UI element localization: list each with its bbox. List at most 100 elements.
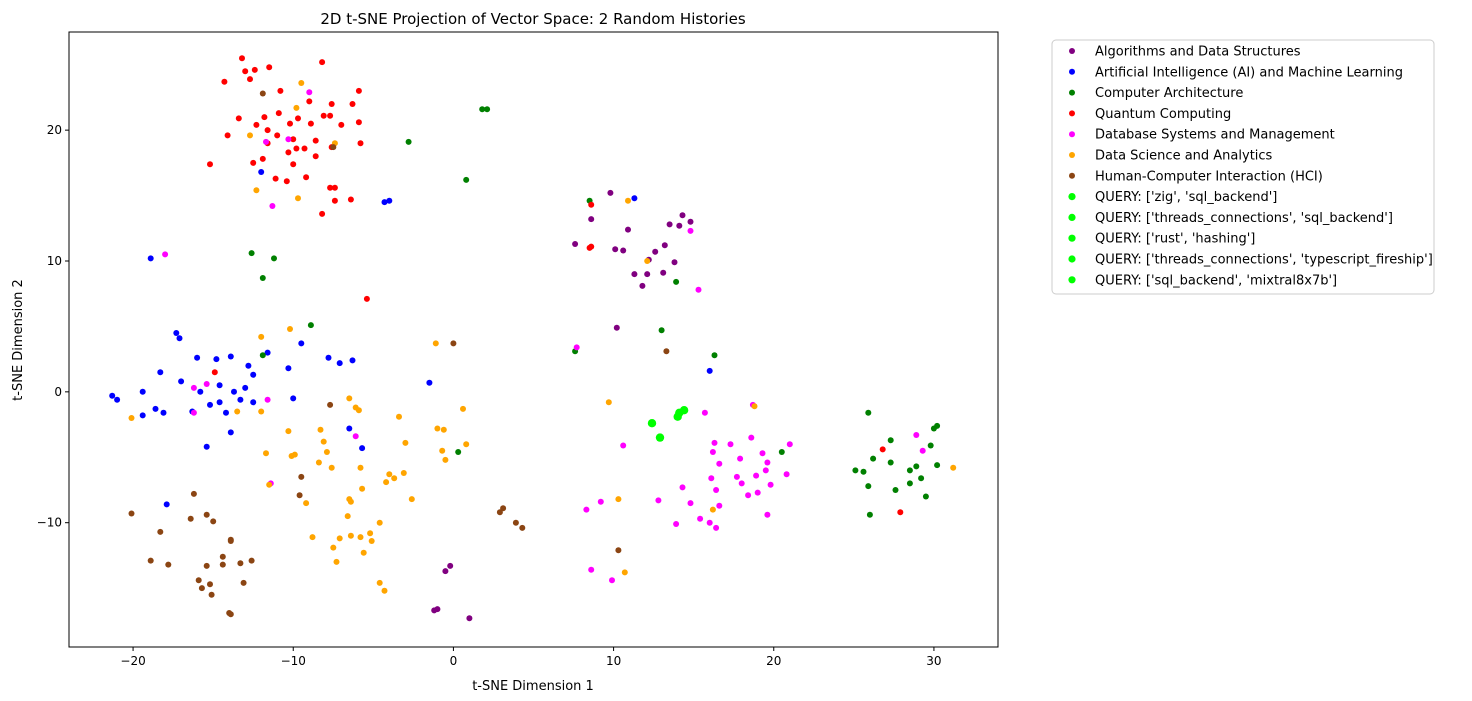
data-point-s0-6 <box>631 271 638 278</box>
data-point-s3-53 <box>897 509 904 516</box>
data-point-s11-0 <box>679 406 689 415</box>
data-point-s2-0 <box>479 106 486 113</box>
data-point-s3-52 <box>879 446 886 453</box>
x-tick-label: 10 <box>606 654 621 668</box>
legend-items: Algorithms and Data Structures Artificial… <box>1068 45 1433 288</box>
data-point-s3-22 <box>224 132 231 139</box>
data-point-s5-8 <box>258 333 265 340</box>
data-point-s3-40 <box>303 174 310 181</box>
x-tick-label: 20 <box>766 654 781 668</box>
legend-label: QUERY: ['threads_connections', 'sql_back… <box>1095 211 1393 226</box>
data-point-s0-20 <box>447 562 454 569</box>
data-point-s4-24 <box>713 487 720 493</box>
data-point-s0-10 <box>652 248 659 255</box>
data-point-s1-32 <box>207 401 213 408</box>
series-2 <box>248 106 941 518</box>
data-point-s6-18 <box>208 591 215 598</box>
data-point-s3-49 <box>586 244 593 251</box>
data-point-s6-11 <box>157 528 164 535</box>
data-point-s3-13 <box>235 115 242 122</box>
data-point-s1-36 <box>160 409 167 416</box>
data-point-s5-12 <box>234 408 241 415</box>
data-point-s0-14 <box>671 259 678 266</box>
legend-entry: Algorithms and Data Structures <box>1069 45 1301 60</box>
data-point-s3-28 <box>312 137 319 144</box>
data-point-s4-30 <box>733 473 740 480</box>
data-point-s4-23 <box>709 449 716 455</box>
data-point-s4-44 <box>786 441 793 448</box>
data-point-s4-10 <box>352 433 359 440</box>
data-point-s5-15 <box>266 481 273 488</box>
data-point-s3-3 <box>266 64 273 71</box>
data-point-s2-25 <box>906 480 913 487</box>
data-point-s0-11 <box>660 269 667 276</box>
data-point-s3-27 <box>301 145 308 152</box>
legend-entry: Artificial Intelligence (AI) and Machine… <box>1069 65 1403 80</box>
data-point-s1-25 <box>231 388 237 395</box>
data-point-s5-21 <box>323 449 330 455</box>
data-point-s1-21 <box>157 369 164 376</box>
data-point-s5-47 <box>357 534 364 541</box>
legend-label: Database Systems and Management <box>1095 128 1335 143</box>
data-point-s5-13 <box>258 408 265 415</box>
data-point-s1-26 <box>242 384 249 391</box>
x-tick-label: 30 <box>926 654 941 668</box>
data-point-s2-15 <box>778 449 785 455</box>
data-point-s2-29 <box>922 493 929 500</box>
series-6 <box>128 90 670 618</box>
data-point-s3-45 <box>319 210 326 217</box>
data-point-s1-4 <box>631 195 638 202</box>
series-4 <box>162 89 926 584</box>
data-point-s1-39 <box>114 396 121 403</box>
data-point-s5-56 <box>460 405 466 412</box>
data-point-s4-37 <box>754 489 761 496</box>
data-point-s3-46 <box>207 161 213 168</box>
data-point-s1-14 <box>290 395 297 402</box>
data-point-s3-21 <box>355 119 362 126</box>
data-point-s5-30 <box>386 471 393 478</box>
data-point-s5-31 <box>383 479 390 486</box>
y-tick-label: 10 <box>47 254 62 268</box>
data-point-s6-16 <box>198 585 205 592</box>
data-point-s4-36 <box>753 472 760 479</box>
data-point-s3-14 <box>261 114 268 121</box>
y-axis-label: t-SNE Dimension 2 <box>11 279 26 401</box>
legend-label: Quantum Computing <box>1095 107 1231 122</box>
data-point-s6-5 <box>298 473 305 480</box>
data-point-s5-26 <box>355 407 362 414</box>
data-point-s1-20 <box>346 425 353 432</box>
legend-marker <box>1069 89 1075 96</box>
data-point-s6-14 <box>165 561 172 568</box>
series-11 <box>679 406 689 415</box>
data-point-s3-26 <box>290 136 297 143</box>
data-point-s4-49 <box>913 432 920 438</box>
data-point-s1-1 <box>258 169 265 175</box>
data-point-s3-12 <box>355 87 362 94</box>
data-point-s4-39 <box>762 467 769 474</box>
data-point-s1-35 <box>152 405 159 412</box>
data-point-s5-19 <box>317 426 324 433</box>
data-point-s4-31 <box>737 455 744 462</box>
data-point-s5-44 <box>408 496 415 503</box>
data-point-s4-17 <box>679 484 686 491</box>
legend-marker <box>1068 213 1076 221</box>
data-point-s3-19 <box>320 112 327 119</box>
data-point-s0-13 <box>666 221 673 228</box>
data-point-s1-24 <box>216 382 223 389</box>
data-point-s5-20 <box>320 438 327 445</box>
data-point-s5-9 <box>287 326 293 332</box>
data-point-s4-7 <box>190 409 197 416</box>
data-point-s5-57 <box>463 441 470 448</box>
data-point-s2-11 <box>307 322 314 329</box>
data-point-s3-2 <box>251 66 258 73</box>
legend-marker <box>1068 193 1076 201</box>
data-point-s2-33 <box>934 462 941 469</box>
data-point-s5-54 <box>439 447 446 454</box>
data-point-s6-0 <box>259 90 266 97</box>
data-point-s2-17 <box>870 455 877 462</box>
x-axis: −20 −10 0 10 20 30 <box>120 647 942 668</box>
data-point-s4-13 <box>695 286 702 293</box>
points-layer <box>109 55 957 622</box>
data-point-s0-7 <box>639 282 646 289</box>
series-3 <box>207 55 904 516</box>
